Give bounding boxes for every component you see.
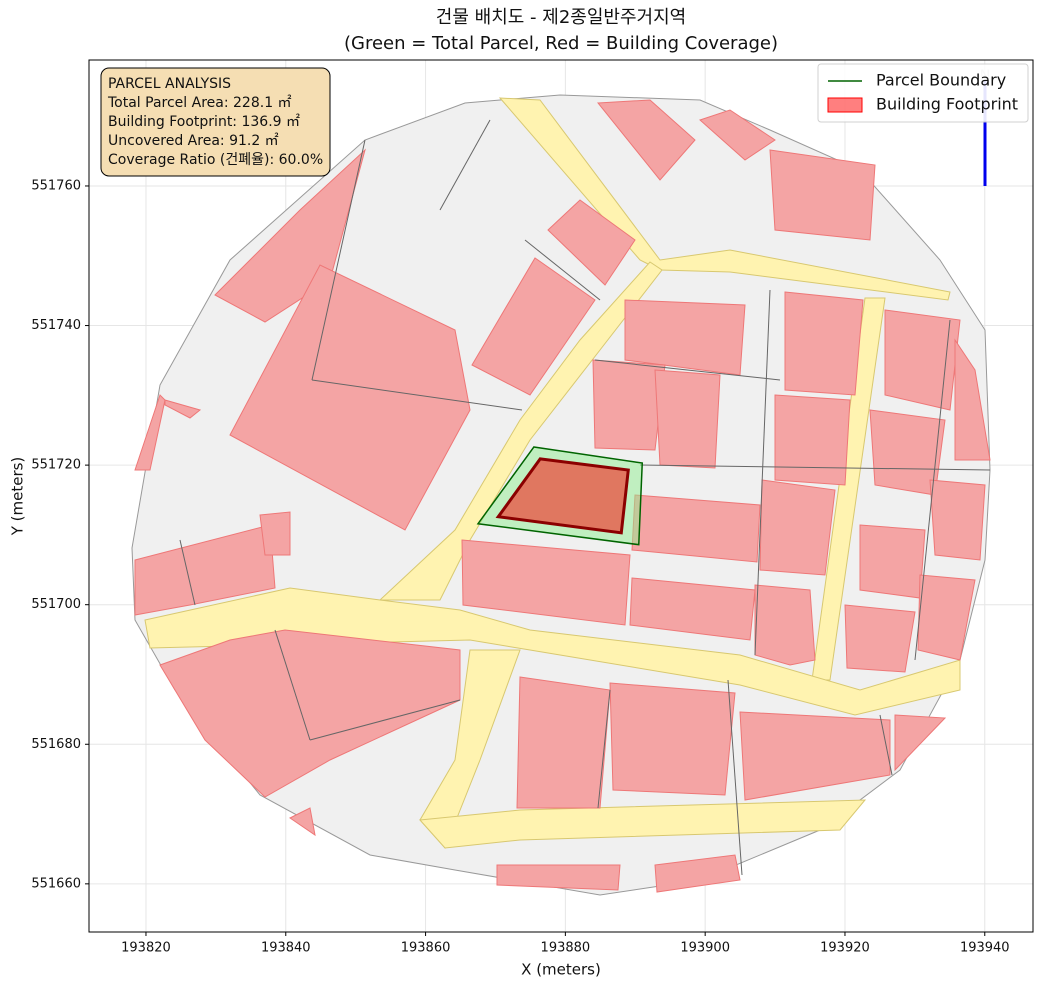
neighbor-building: [631, 494, 761, 563]
neighbor-building: [629, 577, 756, 641]
annotation-line: Coverage Ratio (건폐율): 60.0%: [108, 152, 323, 168]
parcel-line: [754, 289, 771, 656]
parcel-line: [274, 629, 311, 741]
neighbor-building: [164, 399, 202, 419]
x-tick-label: 193940: [960, 941, 1010, 956]
neighbor-building: [609, 682, 736, 796]
x-axis-label: X (meters): [521, 961, 601, 979]
chart-title: 건물 배치도 - 제2종일반주거지역: [436, 7, 686, 28]
annotation: PARCEL ANALYSIS Total Parcel Area: 228.1 …: [107, 76, 323, 168]
neighbor-building: [229, 264, 471, 531]
neighbor-building: [461, 539, 631, 626]
y-tick-label: 551660: [31, 876, 81, 891]
axes-frame: [88, 59, 1034, 933]
legend-entries: Parcel Boundary Building Footprint: [827, 71, 1018, 114]
x-tick-label: 193840: [261, 941, 311, 956]
neighbor-building: [289, 807, 316, 837]
parcel-line: [311, 379, 523, 411]
legend-label: Building Footprint: [876, 95, 1018, 114]
building-polygon: [495, 457, 630, 535]
neighbor-building: [754, 584, 816, 666]
x-tick-label: 193920: [820, 941, 870, 956]
annotation-line: Total Parcel Area: 228.1 ㎡: [107, 95, 292, 111]
neighbor-building: [547, 199, 636, 286]
neighbor-building: [759, 479, 836, 576]
neighbor-building: [471, 257, 596, 396]
y-axis-label: Y (meters): [9, 457, 27, 537]
neighbor-building: [917, 574, 976, 661]
neighbor-building: [654, 369, 721, 469]
neighbor-building: [654, 854, 741, 893]
y-tick-label: 551760: [31, 178, 81, 193]
legend-swatch: [827, 97, 863, 113]
y-tick-label: 551740: [31, 318, 81, 333]
annotation-line: PARCEL ANALYSIS: [108, 76, 231, 92]
neighbor-building: [769, 149, 876, 241]
neighbor-building: [859, 524, 926, 599]
parcel-line: [597, 689, 611, 809]
neighbor-building: [259, 511, 291, 556]
neighbor-building: [597, 99, 696, 181]
y-tick-label: 551680: [31, 737, 81, 752]
neighbor-building: [844, 604, 916, 673]
annotation-line: Uncovered Area: 91.2 ㎡: [108, 133, 279, 149]
neighbor-building: [516, 676, 611, 809]
parcel-line: [311, 139, 366, 381]
parcel-line: [639, 464, 991, 471]
neighbor-building: [884, 309, 961, 411]
annotation-line: Building Footprint: 136.9 ㎡: [108, 114, 300, 130]
neighbor-building: [699, 109, 776, 161]
neighbor-building: [784, 291, 864, 396]
neighbor-building: [592, 359, 666, 451]
road: [811, 297, 886, 681]
chart-subtitle: (Green = Total Parcel, Red = Building Co…: [344, 33, 778, 54]
plot-area: [476, 446, 644, 546]
road: [418, 799, 867, 849]
parcel-line: [914, 319, 951, 661]
neighbor-building: [774, 394, 851, 486]
neighbor-building: [929, 479, 986, 561]
annotation-box: [100, 67, 331, 177]
x-tick-label: 193820: [121, 941, 171, 956]
x-tick-label: 193860: [401, 941, 451, 956]
parcel-line: [879, 714, 893, 776]
parcel-line: [524, 239, 601, 301]
road: [378, 261, 663, 601]
legend: [817, 63, 1029, 123]
y-tick-label: 551700: [31, 597, 81, 612]
y-tick-label: 551720: [31, 458, 81, 473]
parcel-line: [179, 539, 196, 606]
neighbor-building: [496, 864, 621, 891]
legend-label: Parcel Boundary: [876, 71, 1006, 90]
neighbor-building: [624, 299, 746, 376]
parcel-line: [439, 119, 491, 211]
x-tick-label: 193880: [541, 941, 591, 956]
neighbor-building: [894, 714, 947, 772]
x-tick-label: 193900: [680, 941, 730, 956]
parcel-line: [594, 359, 781, 381]
neighbor-building: [954, 338, 991, 461]
neighbor-building: [134, 524, 276, 616]
neighbor-building: [739, 711, 891, 801]
parcel-line: [309, 699, 461, 741]
parcel-line: [727, 679, 743, 876]
